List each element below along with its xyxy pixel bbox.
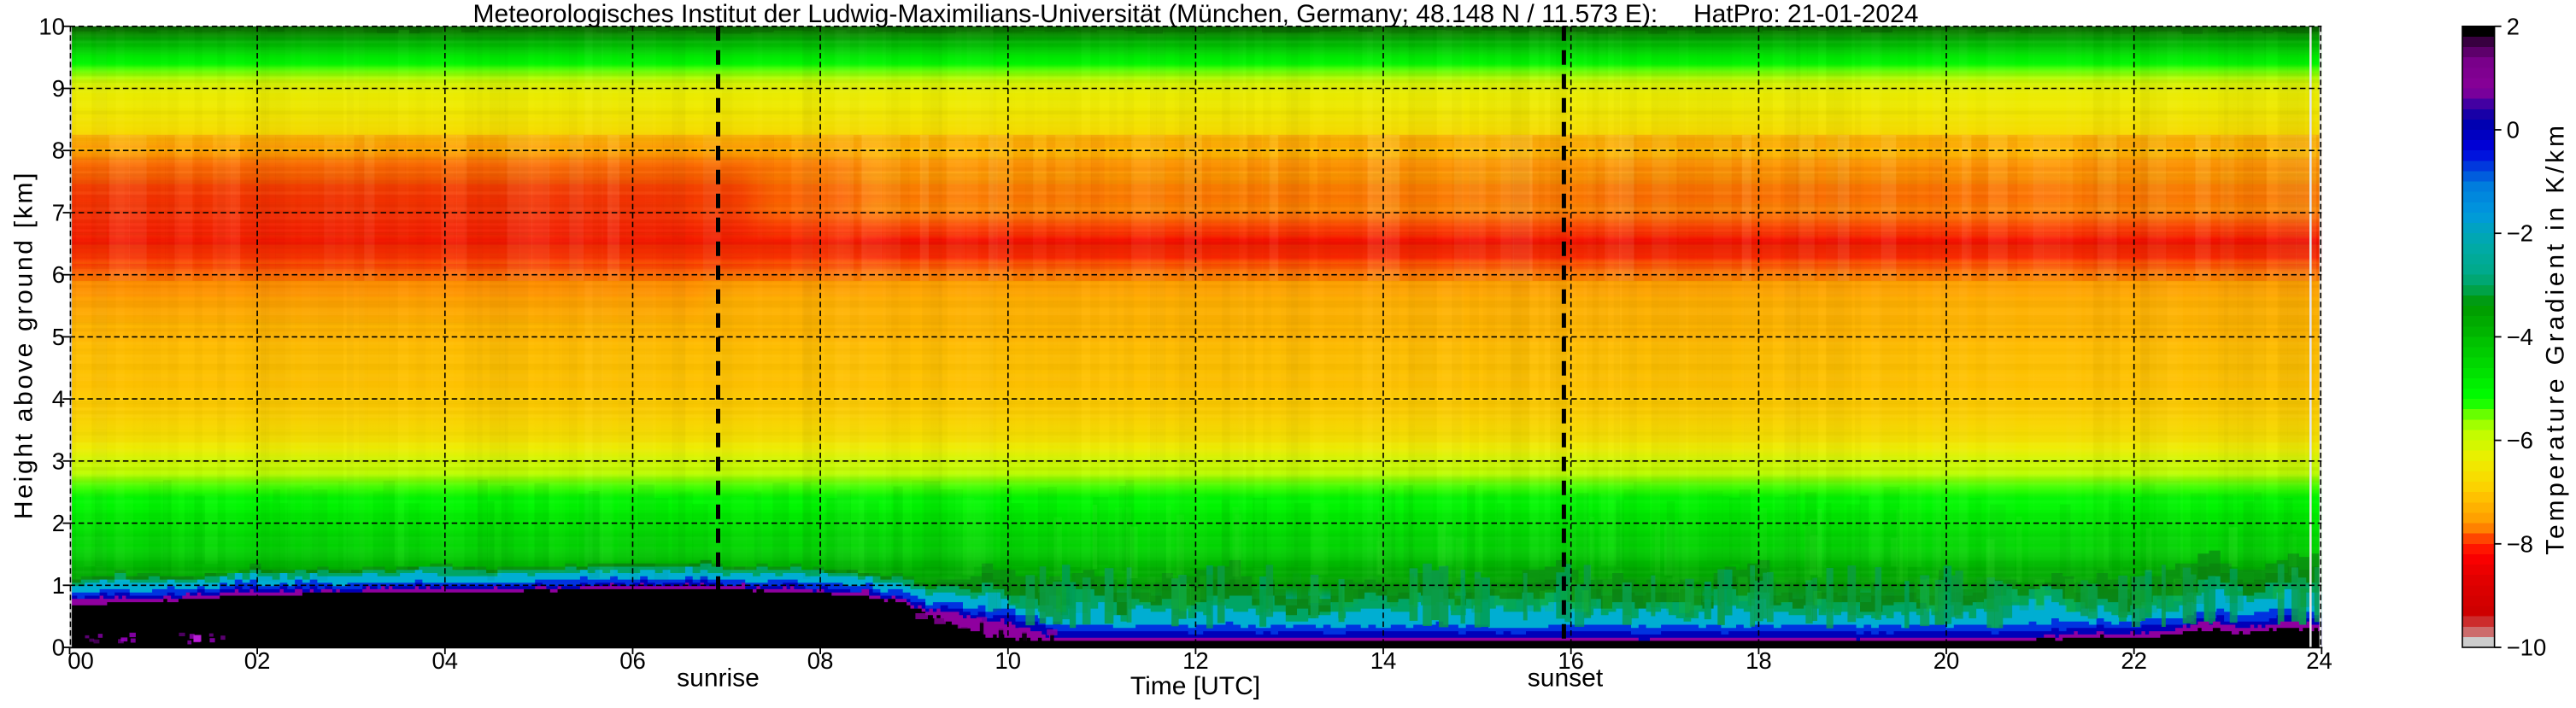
svg-text:12: 12	[1182, 647, 1209, 674]
svg-text:sunrise: sunrise	[677, 664, 760, 693]
svg-text:Height above ground [km]: Height above ground [km]	[10, 171, 38, 519]
svg-text:10: 10	[38, 13, 65, 39]
svg-text:04: 04	[432, 647, 459, 674]
svg-text:18: 18	[1746, 647, 1772, 674]
svg-text:Meteorologisches Institut der: Meteorologisches Institut der Ludwig-Max…	[473, 0, 1919, 28]
svg-text:−8: −8	[2507, 530, 2533, 557]
svg-text:1: 1	[52, 572, 65, 599]
svg-text:−2: −2	[2507, 220, 2533, 247]
svg-text:4: 4	[52, 386, 65, 413]
svg-text:3: 3	[52, 448, 65, 474]
svg-text:06: 06	[619, 647, 646, 674]
svg-text:22: 22	[2121, 647, 2147, 674]
svg-text:2: 2	[2507, 13, 2520, 39]
svg-text:16: 16	[1558, 647, 1584, 674]
svg-text:10: 10	[995, 647, 1022, 674]
svg-text:5: 5	[52, 324, 65, 350]
svg-text:−10: −10	[2507, 635, 2547, 661]
svg-text:24: 24	[2306, 647, 2332, 674]
svg-text:sunset: sunset	[1528, 664, 1604, 693]
svg-text:Temperature Gradient in K/km: Temperature Gradient in K/km	[2542, 122, 2570, 555]
svg-text:9: 9	[52, 75, 65, 102]
svg-text:2: 2	[52, 510, 65, 536]
svg-text:Time [UTC]: Time [UTC]	[1130, 672, 1260, 700]
svg-text:−4: −4	[2507, 324, 2533, 350]
svg-text:−6: −6	[2507, 427, 2533, 453]
svg-text:7: 7	[52, 200, 65, 226]
svg-text:14: 14	[1370, 647, 1397, 674]
svg-text:6: 6	[52, 261, 65, 288]
svg-text:0: 0	[2507, 117, 2520, 143]
svg-text:8: 8	[52, 138, 65, 164]
svg-text:0: 0	[52, 635, 65, 661]
svg-text:02: 02	[244, 647, 271, 674]
svg-text:08: 08	[807, 647, 834, 674]
svg-text:20: 20	[1933, 647, 1960, 674]
svg-text:00: 00	[67, 647, 94, 674]
